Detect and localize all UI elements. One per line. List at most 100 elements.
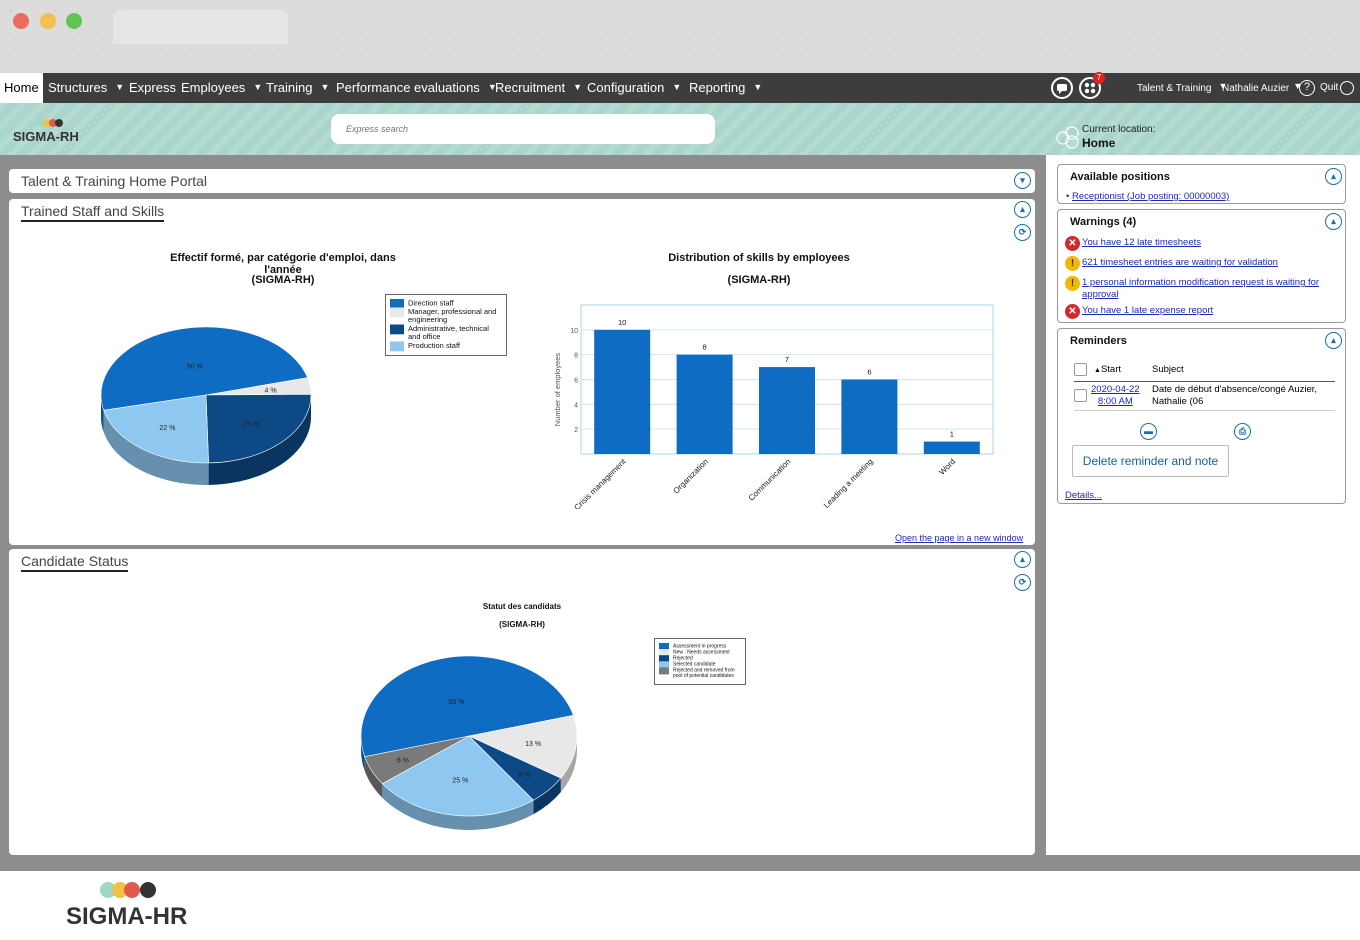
print-icon[interactable]: ⎙ xyxy=(1234,423,1251,440)
y-tick-label: 2 xyxy=(574,427,578,434)
caret-down-icon: ▼ xyxy=(320,82,330,92)
help-icon[interactable]: ? xyxy=(1299,80,1315,96)
reminder-time[interactable]: 8:00 AM xyxy=(1097,396,1133,407)
user-name: Nathalie Auzier xyxy=(1222,83,1290,94)
menu-home[interactable]: Home xyxy=(0,73,43,103)
pie-slice-side xyxy=(208,395,311,485)
menu-recruitment[interactable]: Recruitment ▼ xyxy=(495,73,582,103)
menu-configuration-label: Configuration xyxy=(587,80,665,95)
menu-training[interactable]: Training ▼ xyxy=(266,73,329,103)
caret-down-icon: ▼ xyxy=(487,82,497,92)
position-link[interactable]: Receptionist (Job posting: 00000003) xyxy=(1071,191,1230,202)
legend-swatch xyxy=(390,341,404,352)
available-positions-card: Available positions ▴ • Receptionist (Jo… xyxy=(1057,164,1346,204)
pie-slice xyxy=(205,394,312,464)
browser-tab[interactable] xyxy=(113,10,288,44)
legend-swatch xyxy=(390,299,404,309)
alert-icon: ! xyxy=(1065,276,1080,291)
warning-link[interactable]: 621 timesheet entries are waiting for va… xyxy=(1082,257,1278,268)
maximize-window-button[interactable] xyxy=(66,13,82,29)
open-new-window-link[interactable]: Open the page in a new window xyxy=(895,533,1024,543)
pie-slice xyxy=(364,735,470,785)
bar xyxy=(676,354,733,454)
caret-down-icon: ▼ xyxy=(672,82,682,92)
collapse-icon[interactable]: ▴ xyxy=(1014,201,1031,218)
chart3-pie: 50 % 13 % 6 % 25 % 6 % xyxy=(360,655,578,830)
pie-slice-side xyxy=(382,783,534,830)
caret-down-icon: ▼ xyxy=(1293,81,1303,91)
sigma-rh-logo[interactable]: SIGMA-RH xyxy=(12,111,92,151)
delete-reminder-button[interactable]: Delete reminder and note xyxy=(1072,445,1229,477)
bullet: • xyxy=(1066,191,1072,202)
bar-value-label: 10 xyxy=(618,318,626,327)
legend-swatch xyxy=(390,324,404,335)
menu-performance-evaluations[interactable]: Performance evaluations ▼ xyxy=(336,73,497,103)
legend-label: pool of potential candidates xyxy=(673,673,734,679)
menu-express[interactable]: Express xyxy=(129,73,176,103)
refresh-icon[interactable]: ⟳ xyxy=(1014,574,1031,591)
chart2-subtitle: (SIGMA-RH) xyxy=(727,274,791,286)
minimize-window-button[interactable] xyxy=(40,13,56,29)
row-checkbox[interactable] xyxy=(1074,389,1087,402)
user-menu[interactable]: Nathalie Auzier ▼ xyxy=(1222,73,1302,103)
collapse-icon[interactable]: ▴ xyxy=(1325,168,1342,185)
position-item[interactable]: • Receptionist (Job posting: 00000003) xyxy=(1066,191,1229,202)
pie-value-label: 25 % xyxy=(452,778,468,785)
collapse-icon[interactable]: ▴ xyxy=(1325,332,1342,349)
chart2-title: Distribution of skills by employees xyxy=(668,252,850,264)
caret-down-icon: ▼ xyxy=(115,82,125,92)
collapse-icon[interactable]: ▴ xyxy=(1014,551,1031,568)
y-tick-label: 10 xyxy=(570,328,578,335)
warnings-card: Warnings (4) ▴ ✕ You have 12 late timesh… xyxy=(1057,209,1346,323)
chat-icon[interactable] xyxy=(1051,77,1073,99)
expand-icon[interactable]: ▾ xyxy=(1014,172,1031,189)
pie-slice-side xyxy=(560,736,577,793)
menu-reporting-label: Reporting xyxy=(689,80,746,95)
chart3-title: Statut des candidats xyxy=(482,602,562,611)
collapse-icon[interactable]: ▴ xyxy=(1325,213,1342,230)
menu-employees[interactable]: Employees ▼ xyxy=(181,73,262,103)
caret-down-icon: ▼ xyxy=(1218,81,1228,91)
trash-icon[interactable]: ▬ xyxy=(1140,423,1157,440)
legend-swatch xyxy=(390,307,404,318)
reminder-start-link[interactable]: 2020-04-22 8:00 AM xyxy=(1091,384,1140,408)
legend-label: and office xyxy=(408,332,440,341)
menu-structures[interactable]: Structures ▼ xyxy=(48,73,124,103)
pie-value-label: 13 % xyxy=(525,741,541,748)
menu-configuration[interactable]: Configuration ▼ xyxy=(587,73,681,103)
close-window-button[interactable] xyxy=(13,13,29,29)
legend-swatch xyxy=(659,667,669,675)
portal-title: Talent & Training Home Portal xyxy=(21,173,207,189)
warning-link[interactable]: 1 personal information modification requ… xyxy=(1082,277,1320,300)
quit-button[interactable]: Quit xyxy=(1320,73,1338,103)
pie-value-label: 6 % xyxy=(397,758,409,765)
chart3-subtitle: (SIGMA-RH) xyxy=(499,620,545,629)
start-column-header[interactable]: ▲Start xyxy=(1094,364,1121,375)
menu-recruitment-label: Recruitment xyxy=(495,80,566,95)
details-link[interactable]: Details... xyxy=(1065,490,1102,501)
pie-slice-side xyxy=(101,395,104,433)
chart1-subtitle: (SIGMA-RH) xyxy=(251,274,315,286)
x-category-label: Word xyxy=(937,457,957,477)
select-all-checkbox[interactable] xyxy=(1074,363,1087,376)
menu-reporting[interactable]: Reporting ▼ xyxy=(689,73,762,103)
power-icon[interactable] xyxy=(1340,81,1354,95)
candidate-status-title: Candidate Status xyxy=(21,553,129,572)
warning-link[interactable]: You have 12 late timesheets xyxy=(1082,237,1202,248)
legend-swatch xyxy=(659,643,669,650)
available-positions-title: Available positions xyxy=(1070,171,1170,183)
help-glyph: ? xyxy=(1303,81,1311,93)
reminder-subject: Date de début d'absence/congé Auzier, Na… xyxy=(1152,384,1318,407)
pie-slice xyxy=(381,735,534,817)
pie-value-label: 4 % xyxy=(264,387,276,394)
header-divider xyxy=(1074,381,1335,382)
module-selector[interactable]: Talent & Training ▼ xyxy=(1137,73,1227,103)
express-search-input[interactable] xyxy=(331,114,715,144)
legend-label: Production staff xyxy=(408,341,461,350)
y-tick-label: 8 xyxy=(574,353,578,360)
legend-label: Rejected and removed from xyxy=(673,668,735,674)
refresh-icon[interactable]: ⟳ xyxy=(1014,224,1031,241)
warning-link[interactable]: You have 1 late expense report xyxy=(1082,305,1214,316)
reminder-date[interactable]: 2020-04-22 xyxy=(1091,384,1140,395)
location-icon xyxy=(1055,123,1081,149)
